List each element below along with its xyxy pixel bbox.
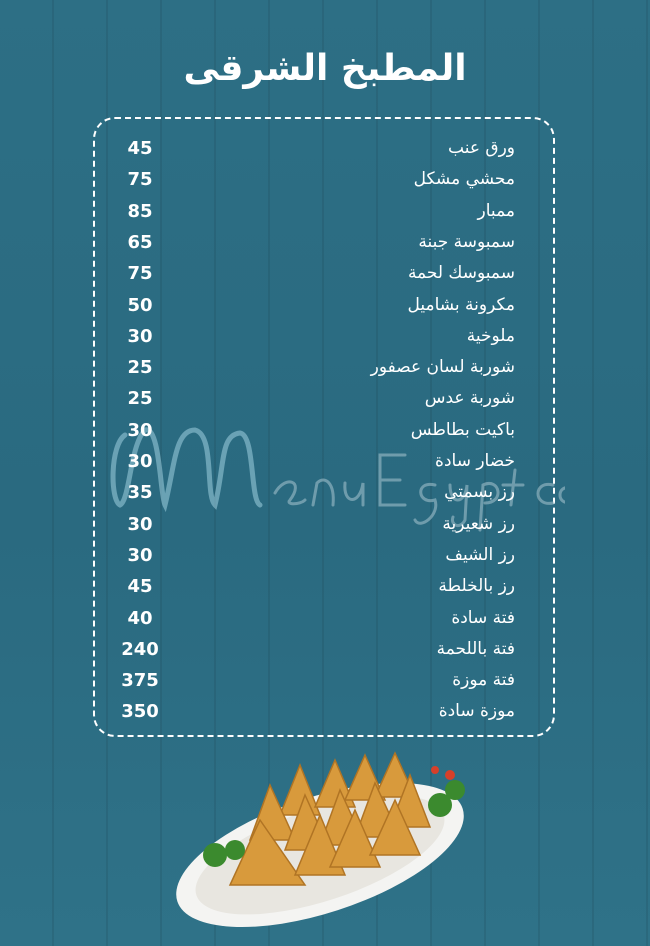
item-price: 30 <box>127 419 153 441</box>
item-name: باكيت بطاطس <box>410 419 515 440</box>
item-price: 45 <box>127 138 153 159</box>
item-price: 30 <box>127 325 153 347</box>
menu-item: سمبوسك لحمة 75 <box>0 258 650 289</box>
menu-item: رز الشيف 30 <box>0 540 650 571</box>
item-name: رز شعيرية <box>442 513 515 534</box>
menu-item: خضار سادة 30 <box>0 446 650 477</box>
item-name: رز بسمتي <box>444 482 515 503</box>
item-price: 75 <box>127 169 153 191</box>
menu-item: باكيت بطاطس 30 <box>0 415 650 446</box>
menu-item: فتة سادة 40 <box>0 603 650 634</box>
menu-item: شوربة لسان عصفور 25 <box>0 352 650 383</box>
item-price: 45 <box>127 576 153 598</box>
item-price: 40 <box>127 607 153 629</box>
menu-item: فتة باللحمة 240 <box>0 634 650 665</box>
item-name: محشي مشكل <box>413 169 515 190</box>
item-price: 350 <box>121 701 159 723</box>
item-name: رز الشيف <box>445 544 515 565</box>
item-name: موزة سادة <box>438 701 515 722</box>
menu-frame <box>93 117 555 737</box>
item-price: 30 <box>127 451 153 472</box>
item-name: مكرونة بشاميل <box>407 294 515 315</box>
item-name: ملوخية <box>466 325 515 346</box>
menu-item: مكرونة بشاميل 50 <box>0 290 650 321</box>
item-name: سمبوسة جبنة <box>418 231 515 252</box>
menu-item: فتة موزة 375 <box>0 665 650 696</box>
item-name: فتة سادة <box>451 607 515 628</box>
item-name: رز بالخلطة <box>438 576 515 597</box>
item-name: شوربة لسان عصفور <box>370 357 515 378</box>
item-name: ممبار <box>477 200 515 221</box>
item-price: 240 <box>121 638 159 660</box>
item-name: شوربة عدس <box>424 388 515 409</box>
menu-item: ممبار 85 <box>0 196 650 227</box>
item-name: سمبوسك لحمة <box>407 263 515 284</box>
item-price: 375 <box>121 670 159 692</box>
menu-item: رز شعيرية 30 <box>0 509 650 540</box>
item-price: 65 <box>127 231 153 253</box>
menu-item: رز بالخلطة 45 <box>0 571 650 602</box>
item-price: 75 <box>127 263 153 285</box>
item-price: 30 <box>127 513 153 535</box>
menu-item: محشي مشكل 75 <box>0 164 650 195</box>
item-price: 85 <box>127 200 153 222</box>
page-title: المطبخ الشرقى <box>183 48 467 89</box>
menu-item: رز بسمتي 35 <box>0 477 650 508</box>
samosa-plate-image <box>176 751 465 928</box>
menu-item: شوربة عدس 25 <box>0 383 650 414</box>
item-price: 25 <box>127 388 153 410</box>
item-price: 50 <box>127 294 153 316</box>
menu-item: سمبوسة جبنة 65 <box>0 227 650 258</box>
item-price: 35 <box>127 482 153 504</box>
menu-item: ورق عنب 45 <box>0 133 650 164</box>
item-name: خضار سادة <box>435 451 515 471</box>
menu-item: ملوخية 30 <box>0 321 650 352</box>
item-price: 25 <box>127 357 153 379</box>
item-price: 30 <box>127 544 153 566</box>
menu-item: موزة سادة 350 <box>0 696 650 727</box>
item-name: فتة باللحمة <box>436 638 515 659</box>
item-name: ورق عنب <box>448 138 515 158</box>
item-name: فتة موزة <box>452 670 515 691</box>
